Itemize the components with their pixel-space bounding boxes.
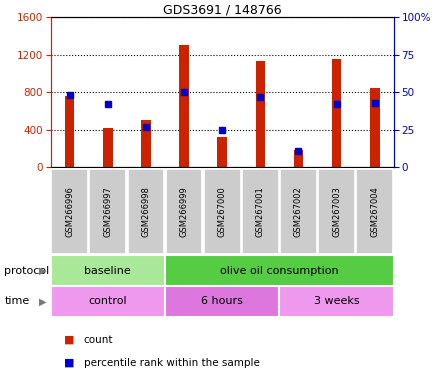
Bar <box>204 169 241 253</box>
Text: GSM267004: GSM267004 <box>370 186 379 237</box>
Bar <box>356 169 393 253</box>
Text: ▶: ▶ <box>39 266 46 276</box>
Bar <box>370 88 379 167</box>
Bar <box>165 255 394 286</box>
Bar <box>318 169 355 253</box>
Bar <box>280 169 317 253</box>
Text: control: control <box>88 296 127 306</box>
Text: GSM266999: GSM266999 <box>180 186 189 237</box>
Text: count: count <box>84 335 113 345</box>
Text: baseline: baseline <box>84 266 131 276</box>
Text: GSM266996: GSM266996 <box>65 186 74 237</box>
Bar <box>103 128 113 167</box>
Text: time: time <box>4 296 29 306</box>
Text: GSM267000: GSM267000 <box>218 186 227 237</box>
Text: GSM267003: GSM267003 <box>332 186 341 237</box>
Text: GSM266998: GSM266998 <box>141 186 150 237</box>
Bar <box>332 60 341 167</box>
Text: protocol: protocol <box>4 266 50 276</box>
Bar <box>166 169 202 253</box>
Bar <box>141 120 150 167</box>
Text: GSM266997: GSM266997 <box>103 186 112 237</box>
Bar <box>180 45 189 167</box>
Text: olive oil consumption: olive oil consumption <box>220 266 339 276</box>
Bar <box>256 61 265 167</box>
Text: ▶: ▶ <box>39 296 46 306</box>
Title: GDS3691 / 148766: GDS3691 / 148766 <box>163 3 282 16</box>
Bar <box>89 169 126 253</box>
Bar <box>128 169 164 253</box>
Text: percentile rank within the sample: percentile rank within the sample <box>84 358 260 368</box>
Bar <box>294 150 303 167</box>
Bar <box>279 286 394 317</box>
Bar <box>165 286 279 317</box>
Bar <box>65 96 74 167</box>
Bar <box>51 286 165 317</box>
Text: 6 hours: 6 hours <box>201 296 243 306</box>
Text: GSM267002: GSM267002 <box>294 186 303 237</box>
Text: GSM267001: GSM267001 <box>256 186 265 237</box>
Text: ■: ■ <box>64 358 74 368</box>
Bar <box>51 169 88 253</box>
Bar <box>51 255 165 286</box>
Text: 3 weeks: 3 weeks <box>314 296 359 306</box>
Text: ■: ■ <box>64 335 74 345</box>
Bar <box>217 137 227 167</box>
Bar <box>242 169 279 253</box>
